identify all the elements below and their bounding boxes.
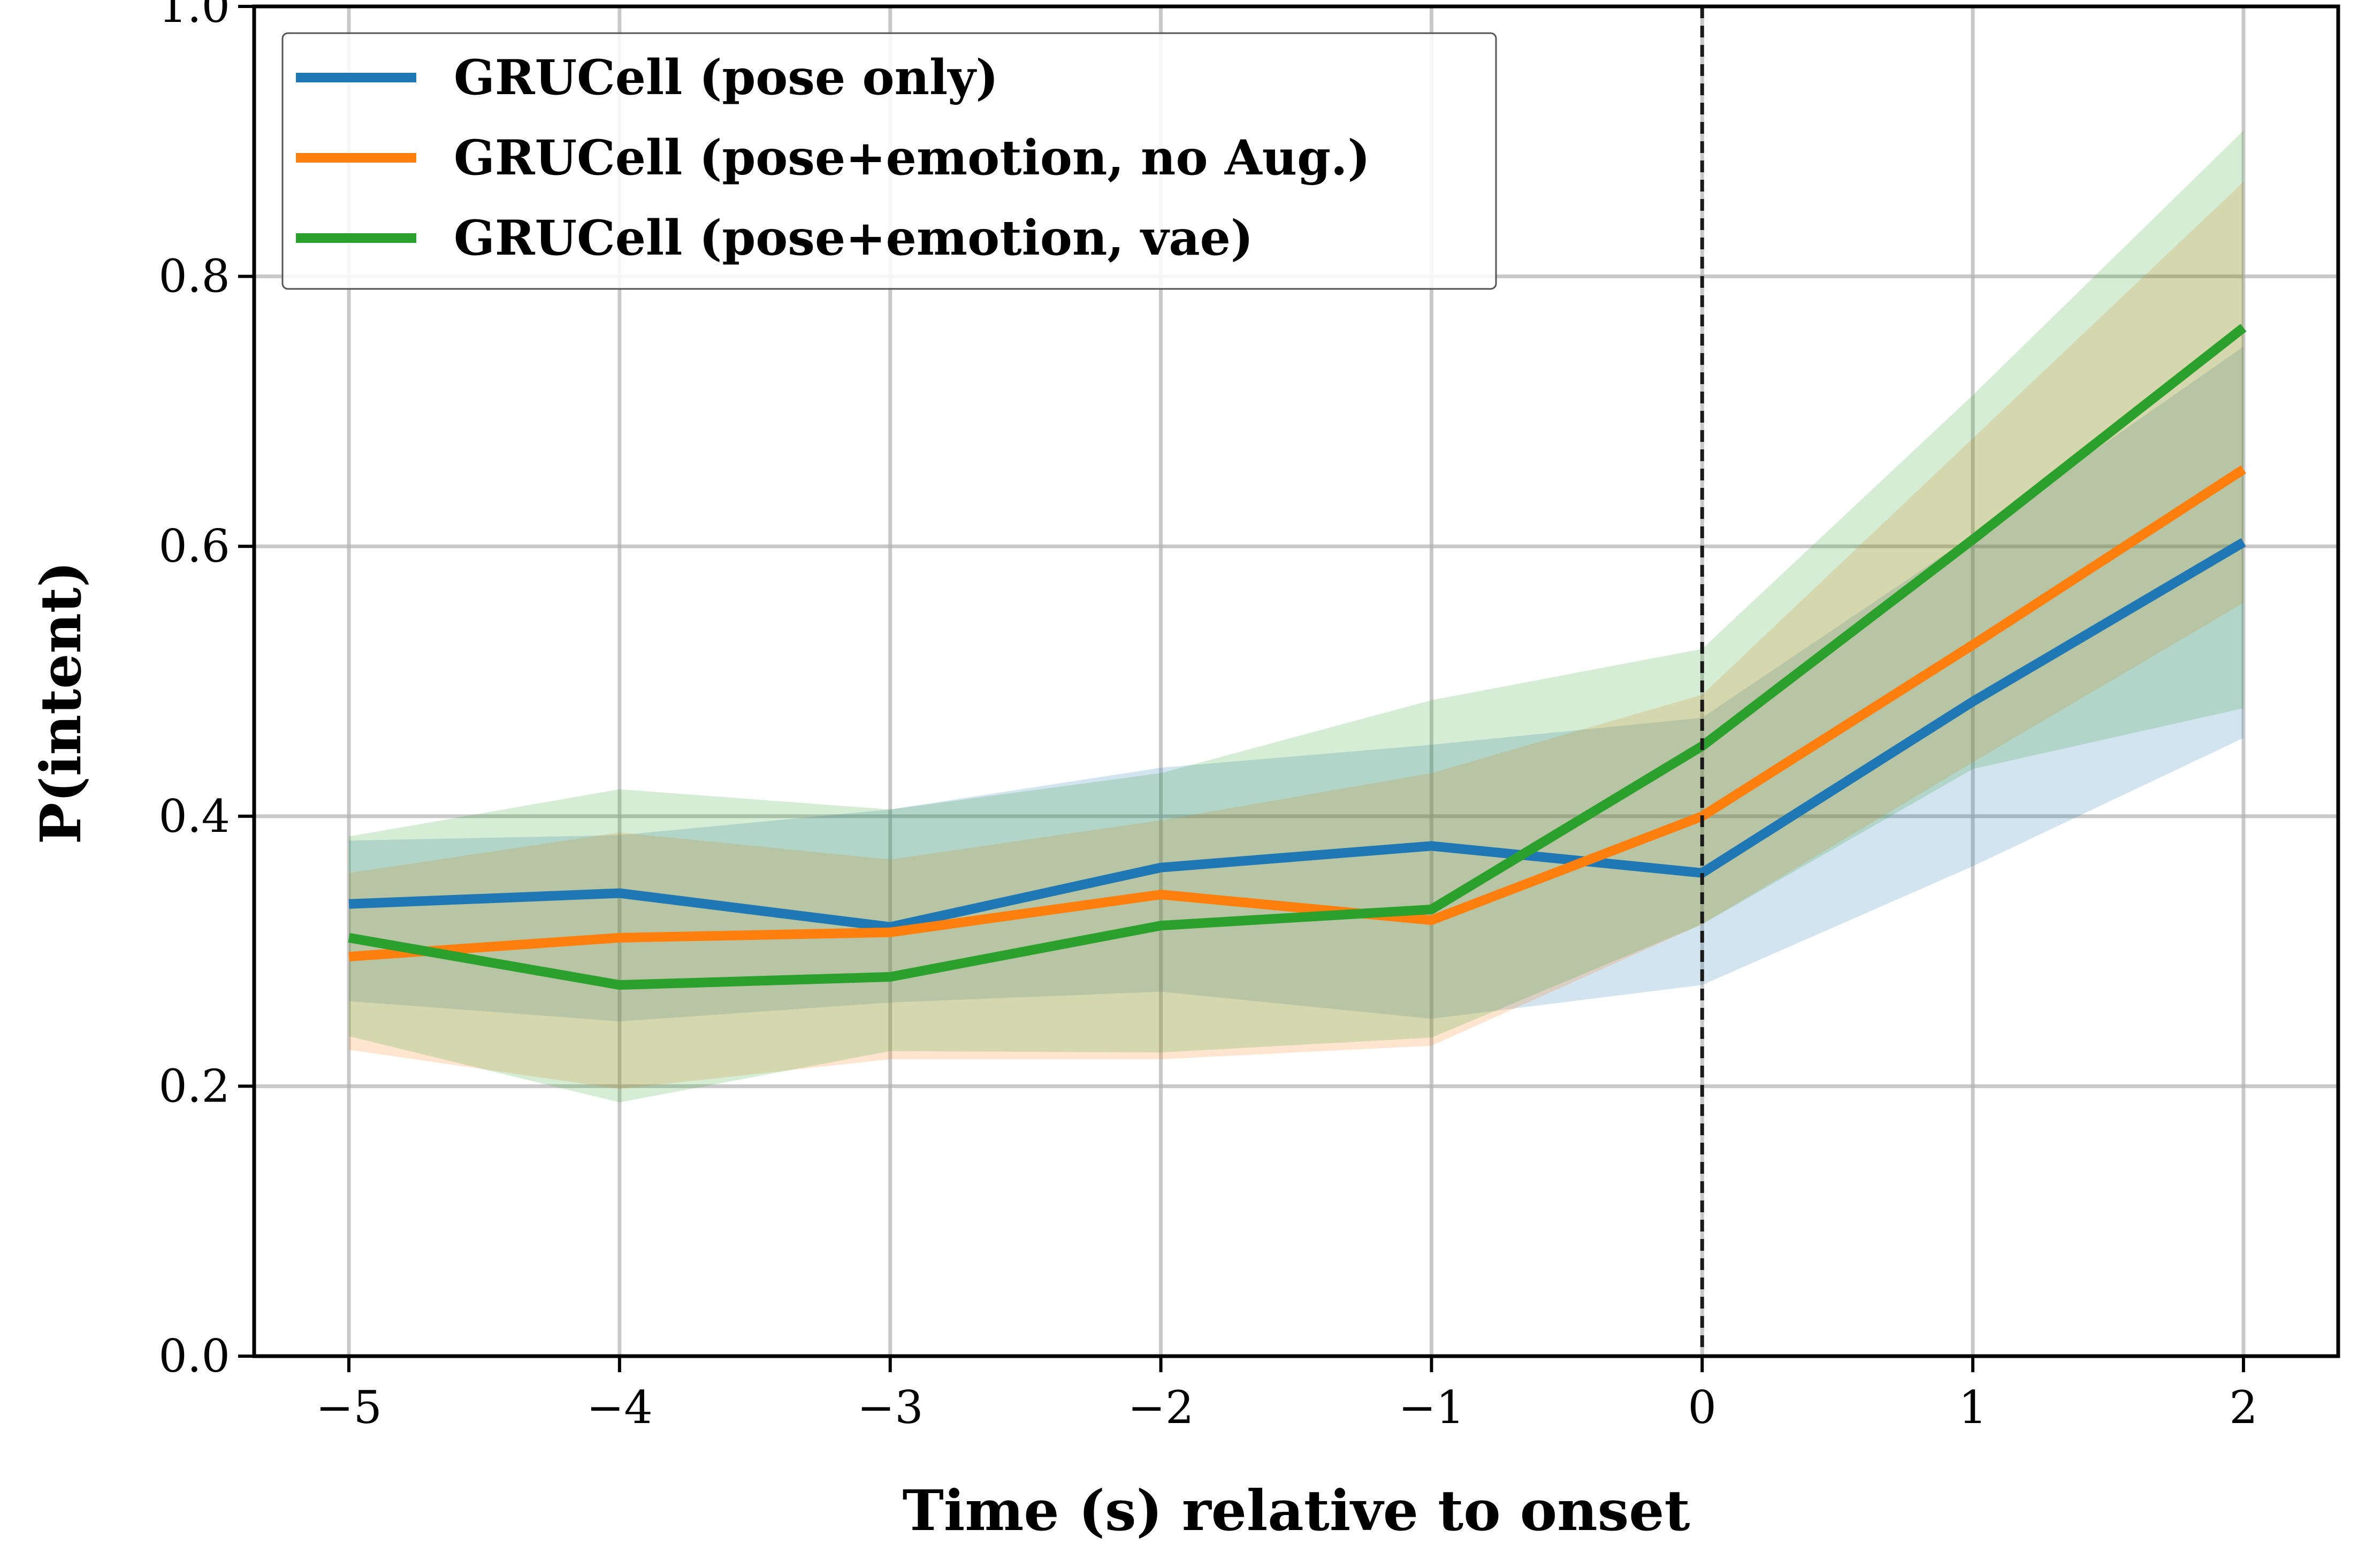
y-axis-ticks: 0.0 0.2 0.4 0.6 0.8 1.0 <box>158 0 254 1382</box>
confidence-band-series-2 <box>349 131 2243 1103</box>
y-tick-label: 0.6 <box>158 520 230 572</box>
x-tick-label: 0 <box>1688 1381 1716 1434</box>
series-line-0 <box>348 538 2246 932</box>
legend-label: GRUCell (pose+emotion, no Aug.) <box>454 129 1370 186</box>
legend-entry: GRUCell (pose+emotion, vae) <box>296 210 1254 266</box>
series-line-2 <box>348 324 2247 990</box>
y-tick-label: 0.8 <box>158 250 230 303</box>
x-axis-title: Time (s) relative to onset <box>902 1478 1690 1543</box>
legend-label: GRUCell (pose only) <box>454 49 998 106</box>
series-line-1 <box>348 465 2246 962</box>
x-axis-ticks: −5 −4 −3 −2 −1 0 1 2 <box>316 1356 2258 1434</box>
y-tick-label: 1.0 <box>158 0 230 33</box>
x-tick-label: −5 <box>316 1381 382 1434</box>
confidence-band-series-1 <box>349 181 2243 1089</box>
y-tick-label: 0.2 <box>158 1060 230 1112</box>
legend-label: GRUCell (pose+emotion, vae) <box>454 210 1254 266</box>
x-tick-label: −3 <box>857 1381 924 1434</box>
axes-frame <box>252 4 2340 1358</box>
y-tick-label: 0.0 <box>158 1330 230 1382</box>
x-tick-label: 1 <box>1958 1381 1987 1434</box>
x-tick-label: 2 <box>2229 1381 2257 1434</box>
y-axis-title: P(intent) <box>28 561 94 845</box>
confidence-bands <box>349 131 2243 1103</box>
confidence-band-series-0 <box>349 346 2243 1022</box>
series-lines <box>348 324 2247 990</box>
x-tick-label: −1 <box>1399 1381 1465 1434</box>
y-tick-label: 0.4 <box>158 790 230 843</box>
legend: GRUCell (pose only) GRUCell (pose+emotion… <box>281 32 1497 290</box>
x-tick-label: −4 <box>586 1381 653 1434</box>
legend-entries: GRUCell (pose only) GRUCell (pose+emotion… <box>296 49 1370 266</box>
legend-entry: GRUCell (pose only) <box>296 49 998 106</box>
legend-box <box>281 32 1497 290</box>
legend-entry: GRUCell (pose+emotion, no Aug.) <box>296 129 1370 186</box>
x-tick-label: −2 <box>1128 1381 1194 1434</box>
